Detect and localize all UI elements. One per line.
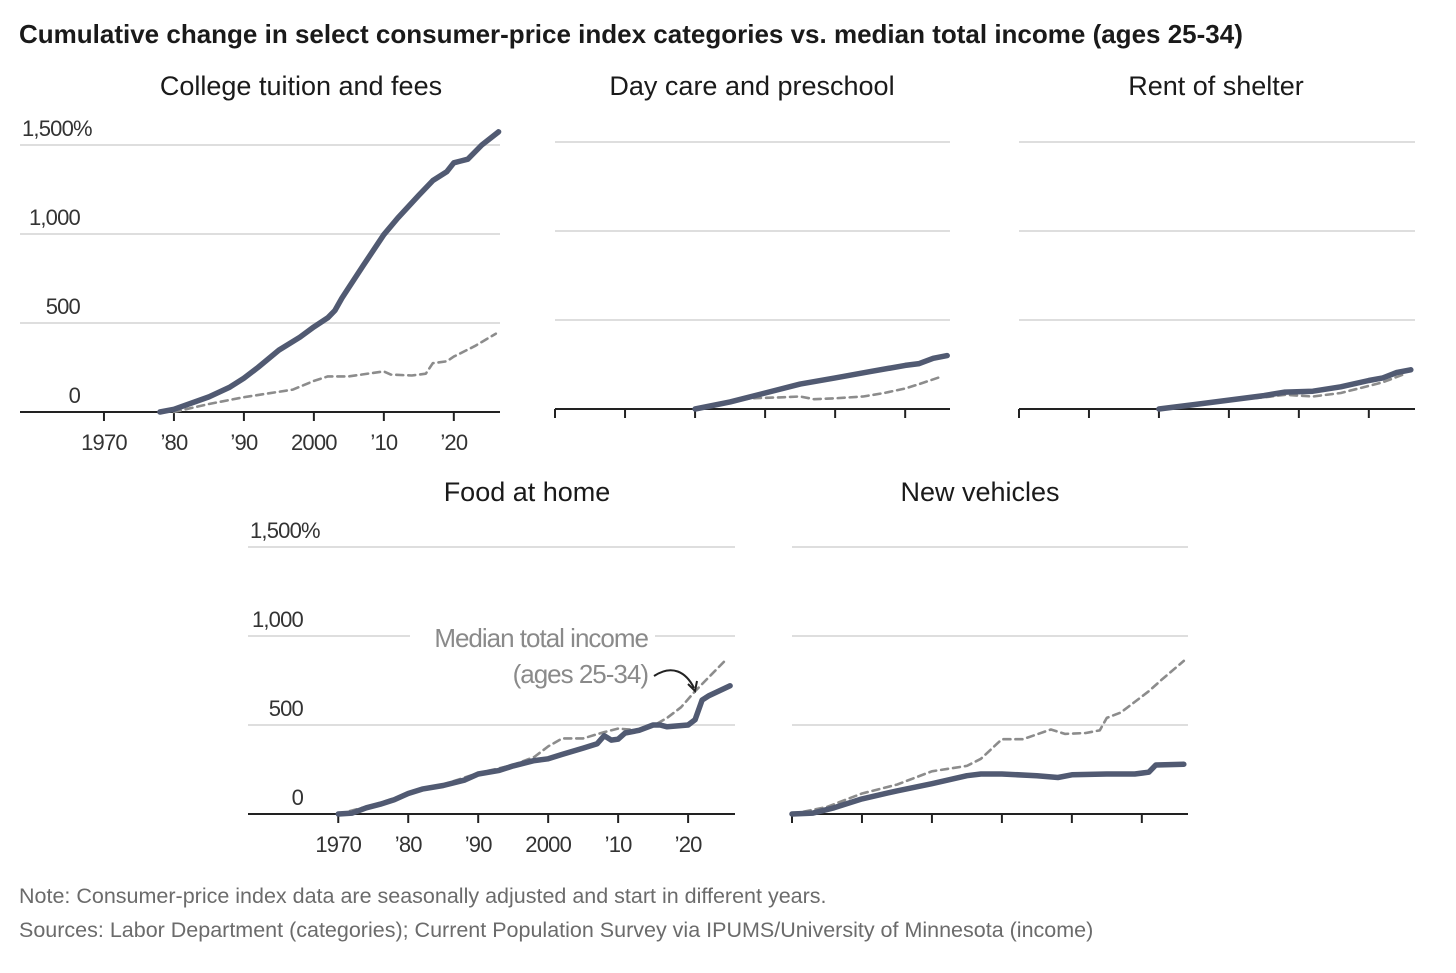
x-tick-label: ’80 [160, 430, 188, 455]
x-tick-label: 1970 [81, 430, 127, 455]
x-tick-label: ’90 [230, 430, 258, 455]
cpi-series-line [157, 129, 502, 415]
income-annotation: Median total income (ages 25-34) [410, 615, 698, 694]
annotation-background [410, 615, 655, 649]
cpi-series-line [789, 761, 1187, 817]
panel-rent-of-shelter: Rent of shelter [1018, 71, 1415, 418]
panel-title: Rent of shelter [1128, 71, 1304, 101]
cpi-series-line [1156, 367, 1414, 412]
x-tick-label: ’10 [605, 832, 633, 857]
x-tick-label: ’10 [370, 430, 398, 455]
income-series-line [172, 332, 498, 414]
y-tick-label: 1,000 [29, 205, 81, 230]
arrow-head-icon [687, 680, 698, 694]
x-tick-label: 2000 [291, 430, 337, 455]
panel-title: College tuition and fees [160, 71, 442, 101]
panel-title: New vehicles [900, 477, 1059, 507]
panel-college-tuition-and-fees: College tuition and fees 0 500 1,000 1,500% 1… [20, 71, 502, 455]
chart-note: Note: Consumer-price index data are seas… [19, 884, 827, 908]
cpi-series-line [335, 683, 733, 817]
y-tick-label: 500 [269, 696, 304, 721]
y-tick-label: 0 [69, 383, 81, 408]
cpi-series-line [692, 352, 950, 412]
x-tick-label: ’20 [675, 832, 703, 857]
x-tick-label: ’80 [395, 832, 423, 857]
y-tick-label: 1,000 [252, 607, 304, 632]
annotation-line-1: Median total income [434, 623, 648, 653]
x-tick-label: 1970 [315, 832, 361, 857]
y-tick-label: 1,500% [22, 116, 92, 141]
chart-title: Cumulative change in select consumer-pri… [19, 19, 1243, 49]
x-tick-label: 2000 [525, 832, 571, 857]
x-tick-label: ’90 [465, 832, 493, 857]
annotation-arrow [653, 669, 695, 689]
panel-new-vehicles: New vehicles [789, 477, 1188, 823]
y-tick-label: 1,500% [250, 518, 320, 543]
x-tick-label: ’20 [440, 430, 468, 455]
y-tick-label: 500 [46, 294, 81, 319]
annotation-line-2: (ages 25-34) [513, 659, 649, 689]
panel-title: Food at home [444, 477, 611, 507]
panel-title: Day care and preschool [609, 71, 894, 101]
chart-sources: Sources: Labor Department (categories); … [19, 918, 1093, 942]
panel-food-at-home: Food at home 0 500 1,000 1,500% 1970 ’80 ’90 200… [248, 477, 735, 857]
panels: College tuition and fees 0 500 1,000 1,500% 1… [20, 71, 1415, 857]
y-tick-label: 0 [292, 785, 304, 810]
income-series-line [790, 659, 1186, 816]
panel-day-care-and-preschool: Day care and preschool [554, 71, 950, 418]
